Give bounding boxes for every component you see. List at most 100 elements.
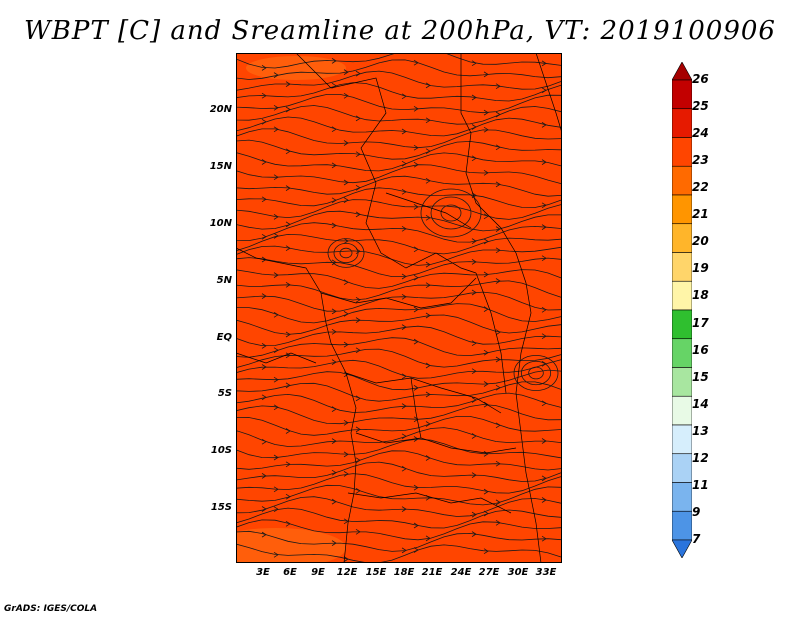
streamline-arrow	[261, 394, 267, 401]
streamline-arrow	[285, 428, 291, 434]
streamline-arrow	[273, 174, 279, 181]
streamline-arrow	[471, 472, 477, 478]
streamline-arrow	[425, 282, 431, 289]
colorbar-segment	[672, 453, 692, 483]
streamline	[236, 404, 562, 425]
streamline-arrow	[471, 60, 477, 67]
streamline-arrow	[261, 159, 267, 165]
streamline-arrow	[471, 433, 477, 439]
streamline	[236, 280, 562, 301]
streamline-arrow	[343, 179, 349, 186]
streamline-arrow	[285, 331, 291, 338]
lon-label: 15E	[365, 567, 387, 578]
lon-label: 27E	[478, 567, 500, 578]
streamline-arrow	[285, 520, 291, 527]
streamline	[236, 438, 562, 459]
colorbar	[672, 62, 692, 558]
lat-label: 5S	[217, 388, 232, 399]
lon-label: 6E	[283, 567, 297, 578]
streamline	[236, 496, 562, 517]
streamline-arrow	[413, 274, 419, 281]
lat-label: 20N	[209, 104, 232, 115]
streamline-arrow	[343, 311, 349, 317]
streamline-arrow	[413, 144, 419, 151]
streamline-arrow	[425, 177, 431, 184]
streamline-arrow	[401, 506, 407, 512]
streamline-arrow	[471, 124, 477, 130]
streamline-arrow	[273, 347, 279, 354]
streamline-arrow	[343, 419, 349, 426]
streamline-arrow	[285, 352, 291, 359]
streamline-arrow	[541, 255, 547, 262]
streamline-arrow	[413, 204, 419, 210]
country-borders	[236, 53, 562, 563]
lat-label: 5N	[216, 275, 232, 286]
streamline-arrow	[273, 404, 279, 411]
streamline-arrow	[413, 522, 419, 529]
streamline-arrow	[273, 454, 279, 461]
streamline-arrow	[331, 308, 337, 315]
streamline	[236, 450, 562, 471]
streamline-arrow	[343, 92, 349, 99]
lat-label: 10N	[209, 218, 232, 229]
colorbar-label: 14	[692, 396, 709, 411]
streamline-arrow	[471, 397, 477, 403]
streamline-arrow	[541, 159, 547, 165]
wbpt-field	[236, 53, 562, 563]
streamline-arrow	[331, 222, 337, 229]
country-border	[320, 277, 477, 309]
streamline-arrow	[343, 341, 349, 348]
streamline-arrow	[401, 547, 407, 554]
streamline-arrow	[401, 93, 407, 100]
streamline	[236, 325, 562, 347]
streamline-arrow	[273, 272, 279, 278]
streamline-arrow	[261, 233, 267, 240]
streamline-arrow	[261, 473, 267, 479]
colorbar-segment	[672, 137, 692, 167]
streamline-arrow	[331, 540, 337, 546]
country-border	[295, 53, 477, 274]
lat-label: EQ	[216, 332, 232, 343]
streamline-arrow	[355, 296, 361, 303]
country-border	[475, 272, 507, 394]
streamline-arrow	[495, 247, 501, 254]
streamline-arrow	[261, 256, 267, 263]
streamline-arrow	[285, 382, 291, 389]
streamline-arrow	[343, 556, 349, 562]
streamline-arrow	[343, 238, 349, 244]
streamline	[236, 416, 562, 436]
streamline	[236, 543, 562, 563]
streamline-arrow	[495, 356, 501, 363]
streamline-arrow	[541, 60, 547, 67]
colorbar-label: 11	[692, 477, 709, 492]
streamline-arrow	[285, 81, 291, 87]
streamline-arrow	[413, 161, 419, 168]
streamline-arrow	[343, 451, 349, 458]
streamline-arrow	[261, 364, 267, 370]
streamline-arrow	[273, 376, 279, 383]
grads-credit: GrADS: IGES/COLA	[4, 604, 98, 614]
streamline-arrow	[483, 306, 489, 312]
streamline-arrow	[483, 213, 489, 220]
streamline-arrow	[541, 87, 547, 94]
streamline-arrow	[285, 185, 291, 191]
streamline	[236, 164, 562, 184]
streamline	[236, 82, 562, 102]
streamline-arrow	[425, 82, 431, 89]
streamline	[236, 70, 562, 91]
streamline-arrow	[541, 475, 547, 482]
streamline-arrow	[541, 333, 547, 340]
colorbar-label: 17	[692, 315, 709, 330]
streamline	[236, 303, 562, 324]
streamline-arrow	[285, 245, 291, 252]
country-border	[460, 53, 542, 563]
streamline-swirl	[339, 247, 353, 259]
colorbar-label: 12	[692, 450, 709, 465]
streamline-arrow	[425, 312, 431, 319]
streamline-arrow	[425, 362, 431, 369]
colorbar-label: 16	[692, 342, 709, 357]
streamline-arrow	[413, 484, 419, 491]
streamline-arrow	[483, 451, 489, 457]
streamline	[236, 337, 562, 358]
streamline	[236, 233, 562, 255]
